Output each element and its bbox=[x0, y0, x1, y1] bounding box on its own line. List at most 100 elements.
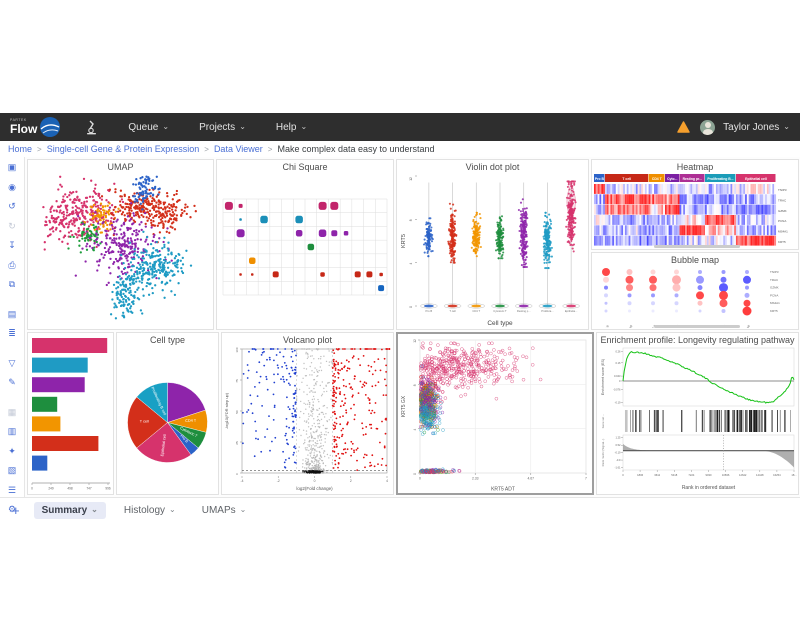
collaborate-icon[interactable]: ☰ bbox=[7, 484, 17, 495]
panel-chi-square[interactable]: Chi Square bbox=[216, 159, 394, 330]
svg-text:GZMK: GZMK bbox=[770, 286, 779, 290]
panel-title: UMAP bbox=[107, 162, 134, 172]
microscope-icon[interactable] bbox=[85, 120, 98, 135]
chevron-down-icon: ⌄ bbox=[300, 122, 308, 131]
add-view-button[interactable]: + bbox=[12, 502, 20, 518]
svg-text:T cell: T cell bbox=[622, 177, 631, 181]
download-icon[interactable]: ↧ bbox=[8, 240, 16, 250]
user-name: Taylor Jones bbox=[723, 121, 780, 133]
svg-text:Pro B: Pro B bbox=[595, 177, 605, 181]
bubble-map-hscrollbar[interactable] bbox=[653, 325, 741, 328]
logo-brand-text: PARTEK bbox=[10, 118, 27, 123]
application-window: PARTEK Flow Queue ⌄ Projects ⌄ Help ⌄ bbox=[0, 113, 800, 522]
breadcrumb-data-viewer[interactable]: Data Viewer bbox=[213, 144, 263, 154]
svg-text:TRAC: TRAC bbox=[778, 199, 787, 203]
svg-text:TNIP3: TNIP3 bbox=[770, 270, 779, 274]
breadcrumb-project[interactable]: Single-cell Gene & Protein Expression bbox=[46, 144, 200, 154]
panel-title: Cell type bbox=[149, 335, 185, 345]
export-icon[interactable]: ⧉ bbox=[8, 279, 16, 289]
panel-bar-chart[interactable]: 0 249 498 747 996 bbox=[27, 332, 114, 495]
svg-text:CD4 T: CD4 T bbox=[652, 177, 663, 181]
bottom-tab-bar: + Summary ⌄ Histology ⌄ UMAPs ⌄ bbox=[0, 497, 800, 522]
svg-text:T cell: T cell bbox=[140, 420, 149, 424]
tab-histology[interactable]: Histology ⌄ bbox=[116, 502, 184, 519]
svg-text:MS4A1: MS4A1 bbox=[778, 230, 788, 234]
chevron-down-icon: ⌄ bbox=[169, 505, 176, 514]
svg-text:CD4 T: CD4 T bbox=[185, 419, 197, 423]
svg-text:Epithelial cell: Epithelial cell bbox=[745, 177, 767, 181]
panel-enrichment-profile[interactable]: Enrichment profile: Longevity regulating… bbox=[596, 332, 799, 495]
save-icon[interactable]: ▣ bbox=[7, 162, 17, 172]
user-menu[interactable]: Taylor Jones ⌄ bbox=[723, 122, 790, 133]
panel-cell-type-pie[interactable]: Cell type CD4 T Cytotoxic T Pro B Epithelia… bbox=[116, 332, 219, 495]
notification-warning-icon[interactable] bbox=[677, 121, 690, 133]
redo-icon[interactable]: ↻ bbox=[8, 220, 16, 231]
svg-text:0: 0 bbox=[409, 306, 413, 308]
chart-icon[interactable]: ▥ bbox=[7, 426, 17, 436]
camera-icon[interactable]: ⎙ bbox=[8, 259, 16, 270]
svg-text:KRT5: KRT5 bbox=[770, 309, 778, 313]
breadcrumb-separator: > bbox=[37, 144, 42, 154]
svg-text:Cytotoxic T: Cytotoxic T bbox=[493, 309, 507, 313]
svg-text:-2: -2 bbox=[277, 479, 280, 483]
svg-text:log2(Fold change): log2(Fold change) bbox=[296, 486, 333, 491]
menu-queue-label: Queue bbox=[128, 121, 159, 133]
breadcrumb-home[interactable]: Home bbox=[8, 144, 33, 154]
svg-text:Pro B: Pro B bbox=[602, 324, 610, 328]
svg-text:Cell type: Cell type bbox=[487, 320, 513, 327]
svg-text:-log10(FDR step up): -log10(FDR step up) bbox=[224, 392, 229, 429]
data-icon[interactable]: ≣ bbox=[8, 328, 16, 338]
style-icon[interactable]: ✦ bbox=[8, 445, 16, 456]
panel-umap[interactable]: UMAP bbox=[27, 159, 214, 330]
svg-text:Pro B: Pro B bbox=[179, 434, 189, 444]
svg-text:Resting p...: Resting p... bbox=[517, 309, 531, 313]
svg-text:Epithelia...: Epithelia... bbox=[565, 309, 578, 313]
menu-help[interactable]: Help ⌄ bbox=[276, 122, 307, 133]
svg-text:4: 4 bbox=[386, 479, 388, 483]
panel-volcano-plot[interactable]: Volcano plot -4 -2 0 2 4 0 25 50 75 100 log2(Fold … bbox=[221, 332, 394, 495]
logo-globe-icon bbox=[39, 116, 61, 138]
svg-text:8: 8 bbox=[409, 219, 413, 221]
svg-text:0: 0 bbox=[31, 487, 33, 491]
menu-projects[interactable]: Projects ⌄ bbox=[199, 122, 246, 133]
filter-icon[interactable]: ▽ bbox=[8, 357, 16, 368]
svg-text:Proliferating B...: Proliferating B... bbox=[707, 177, 733, 181]
panel-title: Violin dot plot bbox=[465, 162, 520, 172]
tab-summary[interactable]: Summary ⌄ bbox=[33, 501, 106, 519]
tab-umaps[interactable]: UMAPs ⌄ bbox=[194, 502, 255, 519]
svg-text:12: 12 bbox=[409, 177, 413, 181]
heatmap-hscrollbar[interactable] bbox=[653, 245, 741, 248]
report-icon[interactable]: ▤ bbox=[7, 308, 17, 319]
panel-krt5-scatter[interactable]: 0 2.33 4.67 7 0 4 8 12 KRT5 ADT KRT5 GX bbox=[396, 332, 594, 495]
svg-text:PCNA: PCNA bbox=[778, 219, 786, 223]
avatar[interactable] bbox=[700, 119, 716, 135]
tab-summary-label: Summary bbox=[41, 504, 88, 516]
svg-text:996: 996 bbox=[105, 487, 111, 491]
chevron-down-icon: ⌄ bbox=[91, 505, 98, 514]
layout-icon[interactable]: ▧ bbox=[7, 465, 17, 475]
svg-text:Cyto...: Cyto... bbox=[667, 177, 677, 181]
panel-title: Chi Square bbox=[282, 162, 328, 172]
panel-violin-dot-plot[interactable]: Violin dot plot 0 4 8 12 KRT5 Pro B T cell CD4 … bbox=[396, 159, 589, 330]
annotate-icon[interactable]: ✎ bbox=[8, 377, 16, 387]
menu-queue[interactable]: Queue ⌄ bbox=[128, 122, 169, 133]
svg-text:2: 2 bbox=[350, 479, 352, 483]
svg-text:Pro B: Pro B bbox=[425, 309, 432, 313]
undo-icon[interactable]: ↺ bbox=[8, 201, 16, 211]
panel-title: Heatmap bbox=[676, 162, 714, 172]
svg-text:PCNA: PCNA bbox=[770, 293, 778, 297]
settings-icon[interactable]: ⚙ bbox=[7, 504, 17, 514]
panel-heatmap[interactable]: Heatmap Pro B T cell CD4 T Cyto... Resting p… bbox=[591, 159, 799, 250]
svg-text:MS4A1: MS4A1 bbox=[770, 301, 780, 305]
app-logo[interactable]: PARTEK Flow bbox=[10, 116, 61, 138]
left-toolbar: ▣ ◉ ↺ ↻ ↧ ⎙ ⧉ ▤ ≣ ▽ ✎ ▦ ▥ ✦ ▧ ☰ ⚙ bbox=[0, 157, 25, 514]
svg-text:GZMK: GZMK bbox=[778, 209, 787, 213]
chevron-down-icon: ⌄ bbox=[783, 122, 790, 131]
menu-projects-label: Projects bbox=[199, 121, 236, 133]
breadcrumb-separator: > bbox=[204, 144, 209, 154]
svg-text:498: 498 bbox=[67, 487, 73, 491]
snapshot-icon[interactable]: ◉ bbox=[8, 181, 16, 192]
table-icon[interactable]: ▦ bbox=[7, 406, 17, 417]
chevron-down-icon: ⌄ bbox=[162, 122, 170, 131]
